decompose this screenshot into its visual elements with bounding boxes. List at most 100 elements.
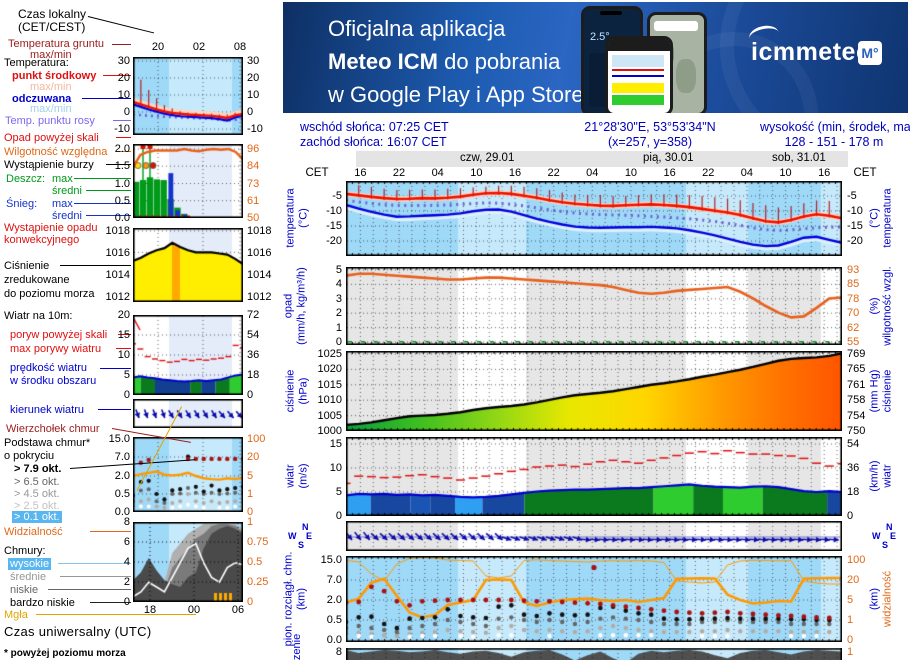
axis-tick: 10 xyxy=(247,89,260,101)
utc-time-label: Czas uniwersalny (UTC) xyxy=(4,624,152,639)
axis-tick: 55 xyxy=(847,336,860,348)
axis-tick: 6 xyxy=(123,536,130,548)
snow-label: Śnieg: xyxy=(6,198,38,210)
hour-label: 22 xyxy=(702,167,715,179)
hour-label: 16 xyxy=(508,167,522,179)
axis-tick: -10 xyxy=(114,123,130,135)
axis-tick: 0 xyxy=(247,596,254,608)
rain-mean-label: średni xyxy=(52,185,82,197)
cet-label-right: CET xyxy=(853,167,877,179)
axis-tick: -15 xyxy=(847,220,863,232)
cloud-top-label: Wierzchołek chmur xyxy=(6,423,100,435)
hour-label: 16 xyxy=(354,167,367,179)
wind-10m-label: Wiatr na 10m: xyxy=(4,310,73,322)
axis-tick: 1 xyxy=(847,646,854,658)
cloud-base-label-1: Podstawa chmur* xyxy=(4,437,91,449)
axis-tick: 0 xyxy=(247,106,254,118)
axis-tick: 78 xyxy=(847,292,860,305)
axis-tick: 15.0 xyxy=(108,433,130,445)
mini-wind-direction-strip xyxy=(133,399,243,428)
mini-precip-chart xyxy=(133,144,243,218)
axis-tick: 1012 xyxy=(247,291,272,303)
axis-tick: 0 xyxy=(247,389,254,401)
axis-tick: 54 xyxy=(847,438,860,450)
axis-tick: 0.0 xyxy=(114,212,130,225)
axis-tick: 100 xyxy=(847,554,866,566)
axis-tick: 2 xyxy=(123,576,130,588)
precip-above-scale-label: Opad powyżej skali xyxy=(4,132,99,144)
axis-tick: 20 xyxy=(117,309,130,321)
dew-point-label: Temp. punktu rosy xyxy=(5,115,95,127)
banner-line1: Oficjalna aplikacja xyxy=(328,16,506,41)
banner-text: Oficjalna aplikacja Meteo ICM do pobrani… xyxy=(328,12,584,111)
axis-tick: 1.5 xyxy=(114,160,130,173)
local-time-zone: (CET/CEST) xyxy=(18,20,86,34)
axis-tick: 7.0 xyxy=(114,451,130,464)
axis-tick: 1018 xyxy=(247,225,272,237)
axis-tick: 8 xyxy=(335,646,342,658)
coordinates-label: 21°28'30"E, 53°53'34"N xyxy=(584,120,716,134)
axis-tick: 0.5 xyxy=(114,194,130,207)
wind-direction-label: kierunek wiatru xyxy=(10,404,84,416)
hour-label: 04 xyxy=(586,167,599,179)
humidity-label: Wilgotność względna xyxy=(4,146,108,158)
hour-label: 04 xyxy=(431,167,444,179)
axis-tick: 769 xyxy=(847,348,866,360)
main-wind-direction-strip xyxy=(346,521,842,551)
axis-tick: -5 xyxy=(847,190,857,202)
day-label-friday: pią, 30.01 xyxy=(643,152,694,164)
axis-tick: 750 xyxy=(847,425,866,437)
day-header-band xyxy=(356,151,848,167)
main-pressure-chart xyxy=(346,351,842,431)
axis-tick: 1016 xyxy=(247,247,272,259)
axis-tick: 0.25 xyxy=(247,576,269,588)
leader-line xyxy=(86,190,131,191)
convective-precip-label-2: konwekcyjnego xyxy=(4,234,80,246)
axis-tick: 1020 xyxy=(317,363,342,376)
axis-tick: 10 xyxy=(117,349,130,361)
axis-tick: -20 xyxy=(326,235,342,247)
mini-wind-chart xyxy=(133,315,243,395)
axis-tick: 1 xyxy=(247,516,254,528)
icmmeteo-badge: M° xyxy=(858,41,882,65)
axis-tick: 15 xyxy=(329,438,342,450)
hour-label: 22 xyxy=(392,167,406,179)
axis-tick: 0.0 xyxy=(326,634,342,646)
hour-label: 04 xyxy=(740,167,754,179)
hour-label: 00 xyxy=(187,604,201,616)
axis-tick: 0 xyxy=(847,510,854,522)
hour-label: 06 xyxy=(231,604,245,616)
clouds-high-label: wysokie xyxy=(8,558,52,570)
axis-tick: 1014 xyxy=(247,269,272,281)
phone-mockup-meteogram xyxy=(605,36,673,113)
app-banner[interactable]: Oficjalna aplikacja Meteo ICM do pobrani… xyxy=(283,2,908,113)
sunset-label: zachód słońca: 16:07 CET xyxy=(300,135,447,149)
leader-line xyxy=(119,151,131,152)
axis-tick: 0 xyxy=(123,596,130,608)
hour-label: 08 xyxy=(233,41,247,53)
axis-tick: 758 xyxy=(847,394,866,407)
axis-tick: 72 xyxy=(247,309,260,321)
axis-tick: 0 xyxy=(123,389,130,401)
okta-79-label: > 7.9 okt. xyxy=(14,463,62,475)
grid-point-label: (x=257, y=358) xyxy=(607,135,693,149)
axis-tick: 2.0 xyxy=(114,143,130,155)
axis-tick: 1 xyxy=(847,614,854,626)
leader-line xyxy=(116,348,131,349)
hour-label: 10 xyxy=(470,167,483,179)
ground-temp-label: Temperatura gruntu xyxy=(8,38,104,50)
cloud-base-label-2: o pokryciu xyxy=(4,450,55,462)
mini-pressure-chart xyxy=(133,228,243,302)
axis-tick: 0 xyxy=(247,506,254,519)
hour-label: 10 xyxy=(779,167,792,179)
leader-line xyxy=(60,265,131,266)
axis-tick: 1014 xyxy=(105,269,130,281)
axis-tick: 0 xyxy=(335,510,342,522)
axis-tick: 85 xyxy=(847,278,860,291)
banner-line3: w Google Play i App Store xyxy=(328,82,584,107)
hour-label: 22 xyxy=(547,167,560,179)
axis-tick: 5 xyxy=(123,369,130,381)
axis-tick: 0 xyxy=(335,336,342,348)
main-precip-humidity-chart xyxy=(346,267,842,345)
